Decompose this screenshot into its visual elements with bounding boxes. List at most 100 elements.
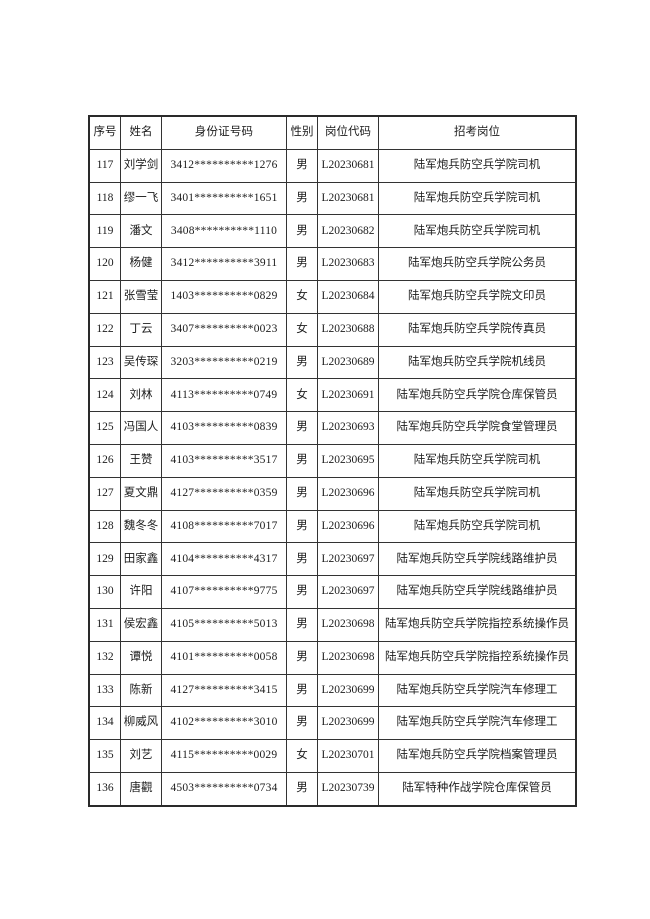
col-header-id-number: 身份证号码 bbox=[161, 115, 287, 150]
cell-gender: 女 bbox=[286, 279, 318, 314]
cell-post-code: L20230682 bbox=[317, 214, 379, 249]
table-row: 133 陈新 4127**********3415 男 L20230699 陆军炮兵防空兵… bbox=[88, 673, 577, 708]
cell-post-code: L20230739 bbox=[317, 771, 379, 807]
cell-name: 潘文 bbox=[120, 214, 162, 249]
recruitment-roster-table: 序号 姓名 身份证号码 性别 岗位代码 招考岗位 117 刘学剑 3412*****… bbox=[88, 115, 577, 807]
cell-id-number: 3408**********1110 bbox=[161, 214, 287, 249]
cell-name: 张雪莹 bbox=[120, 279, 162, 314]
table-row: 119 潘文 3408**********1110 男 L20230682 陆军炮兵防空兵… bbox=[88, 214, 577, 249]
cell-serial: 125 bbox=[88, 411, 121, 445]
cell-position: 陆军炮兵防空兵学院公务员 bbox=[378, 247, 577, 281]
cell-position: 陆军炮兵防空兵学院指控系统操作员 bbox=[378, 640, 577, 675]
cell-gender: 男 bbox=[286, 476, 318, 511]
cell-name: 冯国人 bbox=[120, 411, 162, 445]
cell-name: 许阳 bbox=[120, 575, 162, 609]
col-header-serial: 序号 bbox=[88, 115, 121, 150]
cell-serial: 118 bbox=[88, 181, 121, 216]
cell-position: 陆军炮兵防空兵学院司机 bbox=[378, 214, 577, 249]
cell-post-code: L20230698 bbox=[317, 607, 379, 642]
cell-gender: 男 bbox=[286, 509, 318, 544]
table-row: 132 谭悦 4101**********0058 男 L20230698 陆军炮兵防空兵… bbox=[88, 640, 577, 675]
cell-position: 陆军炮兵防空兵学院食堂管理员 bbox=[378, 411, 577, 445]
cell-gender: 女 bbox=[286, 312, 318, 347]
cell-serial: 134 bbox=[88, 706, 121, 741]
table-row: 128 魏冬冬 4108**********7017 男 L20230696 陆军炮兵防空… bbox=[88, 509, 577, 544]
cell-position: 陆军炮兵防空兵学院文印员 bbox=[378, 279, 577, 314]
cell-position: 陆军炮兵防空兵学院指控系统操作员 bbox=[378, 607, 577, 642]
cell-post-code: L20230699 bbox=[317, 706, 379, 741]
cell-name: 刘艺 bbox=[120, 739, 162, 773]
cell-id-number: 3412**********3911 bbox=[161, 247, 287, 281]
cell-name: 杨健 bbox=[120, 247, 162, 281]
cell-serial: 126 bbox=[88, 443, 121, 478]
table-row: 125 冯国人 4103**********0839 男 L20230693 陆军炮兵防空… bbox=[88, 411, 577, 445]
cell-position: 陆军炮兵防空兵学院档案管理员 bbox=[378, 739, 577, 773]
cell-gender: 女 bbox=[286, 739, 318, 773]
cell-post-code: L20230681 bbox=[317, 181, 379, 216]
cell-gender: 男 bbox=[286, 771, 318, 807]
cell-position: 陆军炮兵防空兵学院线路维护员 bbox=[378, 542, 577, 577]
cell-serial: 136 bbox=[88, 771, 121, 807]
cell-gender: 男 bbox=[286, 247, 318, 281]
cell-id-number: 1403**********0829 bbox=[161, 279, 287, 314]
cell-id-number: 4105**********5013 bbox=[161, 607, 287, 642]
cell-serial: 135 bbox=[88, 739, 121, 773]
table-row: 130 许阳 4107**********9775 男 L20230697 陆军炮兵防空兵… bbox=[88, 575, 577, 609]
table-row: 129 田家鑫 4104**********4317 男 L20230697 陆军炮兵防空… bbox=[88, 542, 577, 577]
cell-id-number: 4127**********3415 bbox=[161, 673, 287, 708]
cell-id-number: 4103**********3517 bbox=[161, 443, 287, 478]
table-body: 117 刘学剑 3412**********1276 男 L20230681 陆军炮兵防空… bbox=[88, 148, 577, 807]
cell-id-number: 3412**********1276 bbox=[161, 148, 287, 183]
cell-post-code: L20230691 bbox=[317, 378, 379, 413]
cell-gender: 男 bbox=[286, 443, 318, 478]
cell-serial: 119 bbox=[88, 214, 121, 249]
cell-serial: 131 bbox=[88, 607, 121, 642]
cell-name: 魏冬冬 bbox=[120, 509, 162, 544]
table-row: 127 夏文鼎 4127**********0359 男 L20230696 陆军炮兵防空… bbox=[88, 476, 577, 511]
cell-position: 陆军炮兵防空兵学院线路维护员 bbox=[378, 575, 577, 609]
cell-gender: 男 bbox=[286, 706, 318, 741]
cell-id-number: 4108**********7017 bbox=[161, 509, 287, 544]
cell-post-code: L20230697 bbox=[317, 575, 379, 609]
cell-id-number: 3203**********0219 bbox=[161, 345, 287, 380]
cell-serial: 133 bbox=[88, 673, 121, 708]
table-row: 121 张雪莹 1403**********0829 女 L20230684 陆军炮兵防空… bbox=[88, 279, 577, 314]
cell-serial: 120 bbox=[88, 247, 121, 281]
table-header-row: 序号 姓名 身份证号码 性别 岗位代码 招考岗位 bbox=[88, 115, 577, 150]
cell-gender: 男 bbox=[286, 575, 318, 609]
cell-id-number: 4107**********9775 bbox=[161, 575, 287, 609]
cell-post-code: L20230696 bbox=[317, 476, 379, 511]
cell-id-number: 4115**********0029 bbox=[161, 739, 287, 773]
cell-id-number: 3407**********0023 bbox=[161, 312, 287, 347]
cell-position: 陆军炮兵防空兵学院司机 bbox=[378, 148, 577, 183]
col-header-gender: 性别 bbox=[286, 115, 318, 150]
cell-post-code: L20230681 bbox=[317, 148, 379, 183]
cell-position: 陆军炮兵防空兵学院司机 bbox=[378, 443, 577, 478]
cell-post-code: L20230697 bbox=[317, 542, 379, 577]
cell-post-code: L20230689 bbox=[317, 345, 379, 380]
table-row: 134 柳威风 4102**********3010 男 L20230699 陆军炮兵防空… bbox=[88, 706, 577, 741]
cell-serial: 124 bbox=[88, 378, 121, 413]
cell-position: 陆军炮兵防空兵学院司机 bbox=[378, 509, 577, 544]
col-header-name: 姓名 bbox=[120, 115, 162, 150]
table-row: 135 刘艺 4115**********0029 女 L20230701 陆军炮兵防空兵… bbox=[88, 739, 577, 773]
cell-post-code: L20230693 bbox=[317, 411, 379, 445]
cell-gender: 男 bbox=[286, 673, 318, 708]
cell-gender: 男 bbox=[286, 411, 318, 445]
cell-name: 刘学剑 bbox=[120, 148, 162, 183]
cell-id-number: 4103**********0839 bbox=[161, 411, 287, 445]
cell-post-code: L20230696 bbox=[317, 509, 379, 544]
cell-position: 陆军炮兵防空兵学院仓库保管员 bbox=[378, 378, 577, 413]
cell-id-number: 4102**********3010 bbox=[161, 706, 287, 741]
cell-serial: 129 bbox=[88, 542, 121, 577]
cell-name: 柳威风 bbox=[120, 706, 162, 741]
cell-post-code: L20230695 bbox=[317, 443, 379, 478]
cell-gender: 男 bbox=[286, 148, 318, 183]
cell-name: 唐觀 bbox=[120, 771, 162, 807]
table-row: 136 唐觀 4503**********0734 男 L20230739 陆军特种作战学… bbox=[88, 771, 577, 807]
cell-id-number: 4104**********4317 bbox=[161, 542, 287, 577]
cell-serial: 127 bbox=[88, 476, 121, 511]
cell-post-code: L20230698 bbox=[317, 640, 379, 675]
cell-gender: 男 bbox=[286, 181, 318, 216]
